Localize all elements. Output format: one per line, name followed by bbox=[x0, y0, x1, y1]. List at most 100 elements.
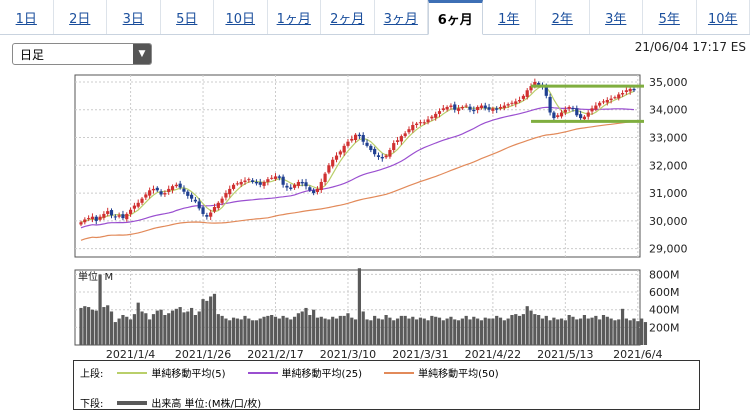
volume-bar bbox=[601, 315, 606, 345]
volume-bar bbox=[178, 307, 182, 345]
volume-bar bbox=[361, 311, 365, 345]
volume-bar bbox=[251, 320, 255, 345]
candle-body bbox=[445, 106, 449, 110]
volume-bar bbox=[613, 320, 617, 345]
candle-body bbox=[338, 151, 342, 155]
volume-bar bbox=[338, 315, 342, 345]
candle-body bbox=[632, 88, 636, 91]
volume-bar bbox=[296, 313, 300, 345]
candle-body bbox=[407, 129, 411, 133]
candle-body bbox=[327, 165, 331, 173]
volume-bar bbox=[506, 318, 510, 345]
volume-bar bbox=[441, 320, 445, 345]
tab-9[interactable]: 1年 bbox=[483, 0, 536, 34]
volume-bar bbox=[392, 320, 396, 345]
volume-bar bbox=[510, 315, 514, 345]
volume-bar bbox=[437, 317, 442, 345]
last-update-timestamp: 21/06/04 17:17 ES bbox=[634, 40, 746, 54]
candle-body bbox=[319, 181, 323, 191]
volume-tick-label: 400M bbox=[649, 304, 680, 317]
volume-bar bbox=[567, 315, 571, 345]
legend-ma50-label: 単純移動平均(50) bbox=[418, 369, 499, 380]
tab-1[interactable]: 2日 bbox=[54, 0, 107, 34]
dropdown-arrow-icon[interactable]: ▼ bbox=[133, 44, 151, 64]
x-tick-label: 2021/6/4 bbox=[613, 348, 662, 360]
candle-body bbox=[380, 156, 384, 159]
candle-body bbox=[464, 105, 468, 107]
volume-bar bbox=[136, 302, 140, 345]
candle-body bbox=[90, 216, 95, 220]
candle-body bbox=[582, 116, 587, 120]
candle-body bbox=[174, 184, 178, 187]
tab-0[interactable]: 1日 bbox=[0, 0, 54, 34]
volume-bar bbox=[422, 318, 426, 345]
candle-body bbox=[437, 111, 442, 114]
volume-bar bbox=[304, 307, 308, 345]
price-tick-label: 29,000 bbox=[649, 243, 688, 256]
tab-6[interactable]: 2ヶ月 bbox=[321, 0, 375, 34]
candle-body bbox=[525, 90, 529, 97]
candle-body bbox=[159, 191, 163, 195]
tab-5[interactable]: 1ヶ月 bbox=[268, 0, 321, 34]
candle-body bbox=[312, 190, 316, 194]
candle-body bbox=[476, 106, 480, 111]
candle-body bbox=[262, 181, 266, 186]
volume-bar bbox=[151, 314, 156, 345]
volume-bar bbox=[430, 315, 434, 345]
tab-8[interactable]: 6ヶ月 bbox=[428, 0, 483, 35]
volume-bar bbox=[617, 319, 621, 345]
candle-body bbox=[148, 190, 152, 196]
x-tick-label: 2021/3/31 bbox=[392, 348, 448, 360]
volume-bar bbox=[98, 274, 102, 345]
volume-bar bbox=[342, 315, 346, 345]
volume-bar bbox=[403, 315, 407, 345]
tab-7[interactable]: 3ヶ月 bbox=[375, 0, 428, 34]
candle-body bbox=[403, 133, 407, 137]
candle-body bbox=[273, 176, 278, 179]
volume-bar bbox=[544, 315, 548, 345]
legend-ma5: 単純移動平均(5) bbox=[113, 365, 226, 380]
volume-bar bbox=[193, 315, 198, 345]
candle-body bbox=[178, 183, 182, 188]
tab-12[interactable]: 5年 bbox=[643, 0, 697, 34]
candle-body bbox=[395, 140, 400, 142]
tab-11[interactable]: 3年 bbox=[590, 0, 643, 34]
candle-body bbox=[361, 135, 365, 142]
candle-body bbox=[121, 214, 125, 219]
tab-3[interactable]: 5日 bbox=[161, 0, 214, 34]
x-tick-label: 2021/1/26 bbox=[175, 348, 231, 360]
tab-2[interactable]: 3日 bbox=[107, 0, 161, 34]
chart-interval-select[interactable]: 日足 ▼ bbox=[12, 43, 152, 65]
candle-body bbox=[487, 107, 491, 110]
candle-body bbox=[517, 100, 522, 102]
volume-bar bbox=[163, 315, 167, 345]
volume-tick-label: 800M bbox=[649, 268, 680, 281]
volume-bar bbox=[144, 313, 148, 345]
volume-bar bbox=[464, 315, 468, 345]
ma50-line bbox=[80, 120, 635, 241]
candle-body bbox=[144, 194, 148, 198]
volume-bar bbox=[83, 306, 87, 345]
candle-body bbox=[548, 96, 552, 113]
candle-body bbox=[483, 105, 487, 109]
candle-body bbox=[373, 148, 377, 155]
volume-bar bbox=[148, 319, 152, 345]
volume-bar bbox=[167, 313, 171, 345]
volume-bar bbox=[300, 311, 304, 345]
price-tick-label: 35,000 bbox=[649, 76, 688, 89]
tab-4[interactable]: 10日 bbox=[214, 0, 268, 34]
volume-bar bbox=[140, 311, 144, 345]
candle-body bbox=[418, 122, 423, 124]
volume-bar bbox=[418, 317, 423, 345]
tab-10[interactable]: 2年 bbox=[536, 0, 590, 34]
candle-body bbox=[460, 106, 464, 109]
candle-body bbox=[571, 108, 575, 110]
candle-body bbox=[94, 216, 98, 221]
volume-bar bbox=[514, 314, 518, 345]
candle-body bbox=[167, 188, 171, 192]
candle-body bbox=[567, 106, 571, 109]
candle-body bbox=[239, 181, 243, 185]
volume-bar bbox=[277, 318, 281, 345]
volume-bar bbox=[132, 314, 136, 345]
volume-bar bbox=[231, 317, 236, 345]
